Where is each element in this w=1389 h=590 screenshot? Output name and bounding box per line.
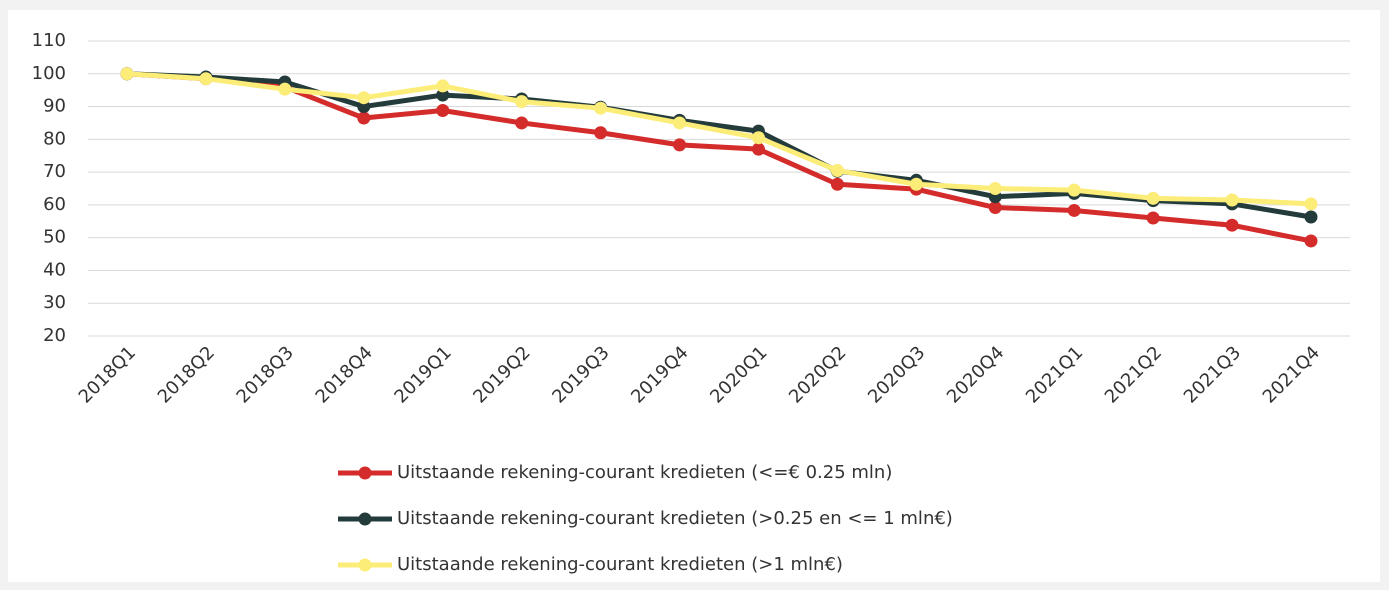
- series-line: [126, 71, 1312, 207]
- data-point: [830, 163, 844, 177]
- chart-background: [8, 10, 1380, 582]
- data-point: [199, 72, 213, 86]
- data-point: [673, 116, 687, 130]
- series-line: [126, 71, 1312, 244]
- legend-label: Uitstaande rekening-courant kredieten (>…: [397, 554, 843, 575]
- data-point: [988, 201, 1002, 215]
- y-tick-label: 60: [43, 194, 66, 215]
- y-tick-label: 40: [43, 259, 66, 280]
- data-point: [515, 95, 529, 109]
- data-point: [1067, 183, 1081, 197]
- data-point: [751, 142, 765, 156]
- legend-marker: [358, 512, 372, 526]
- data-point: [1146, 211, 1160, 225]
- legend-label: Uitstaande rekening-courant kredieten (>…: [397, 508, 953, 529]
- data-point: [1225, 218, 1239, 232]
- data-point: [278, 82, 292, 96]
- data-point: [1146, 191, 1160, 205]
- data-point: [515, 116, 529, 130]
- legend-marker: [358, 558, 372, 572]
- data-point: [594, 101, 608, 115]
- data-point: [357, 91, 371, 105]
- data-point: [436, 79, 450, 93]
- data-point: [988, 182, 1002, 195]
- legend-marker: [358, 466, 372, 480]
- legend-label: Uitstaande rekening-courant kredieten (<…: [397, 462, 892, 483]
- data-point: [1067, 203, 1081, 217]
- data-point: [830, 177, 844, 191]
- data-point: [357, 111, 371, 125]
- data-point: [436, 103, 450, 117]
- y-tick-label: 100: [32, 63, 66, 84]
- data-point: [1225, 193, 1239, 207]
- data-point: [594, 126, 608, 140]
- data-point: [120, 67, 134, 81]
- y-tick-label: 20: [43, 325, 66, 346]
- y-tick-label: 50: [43, 227, 66, 248]
- y-tick-label: 80: [43, 128, 66, 149]
- data-point: [751, 131, 765, 145]
- data-point: [436, 88, 450, 102]
- data-point: [1304, 210, 1318, 224]
- data-point: [1304, 234, 1318, 248]
- data-point: [673, 138, 687, 152]
- data-point: [1304, 197, 1318, 211]
- y-tick-label: 90: [43, 96, 66, 117]
- y-tick-label: 30: [43, 292, 66, 313]
- y-tick-label: 110: [32, 30, 66, 51]
- data-point: [909, 177, 923, 191]
- y-tick-label: 70: [43, 161, 66, 182]
